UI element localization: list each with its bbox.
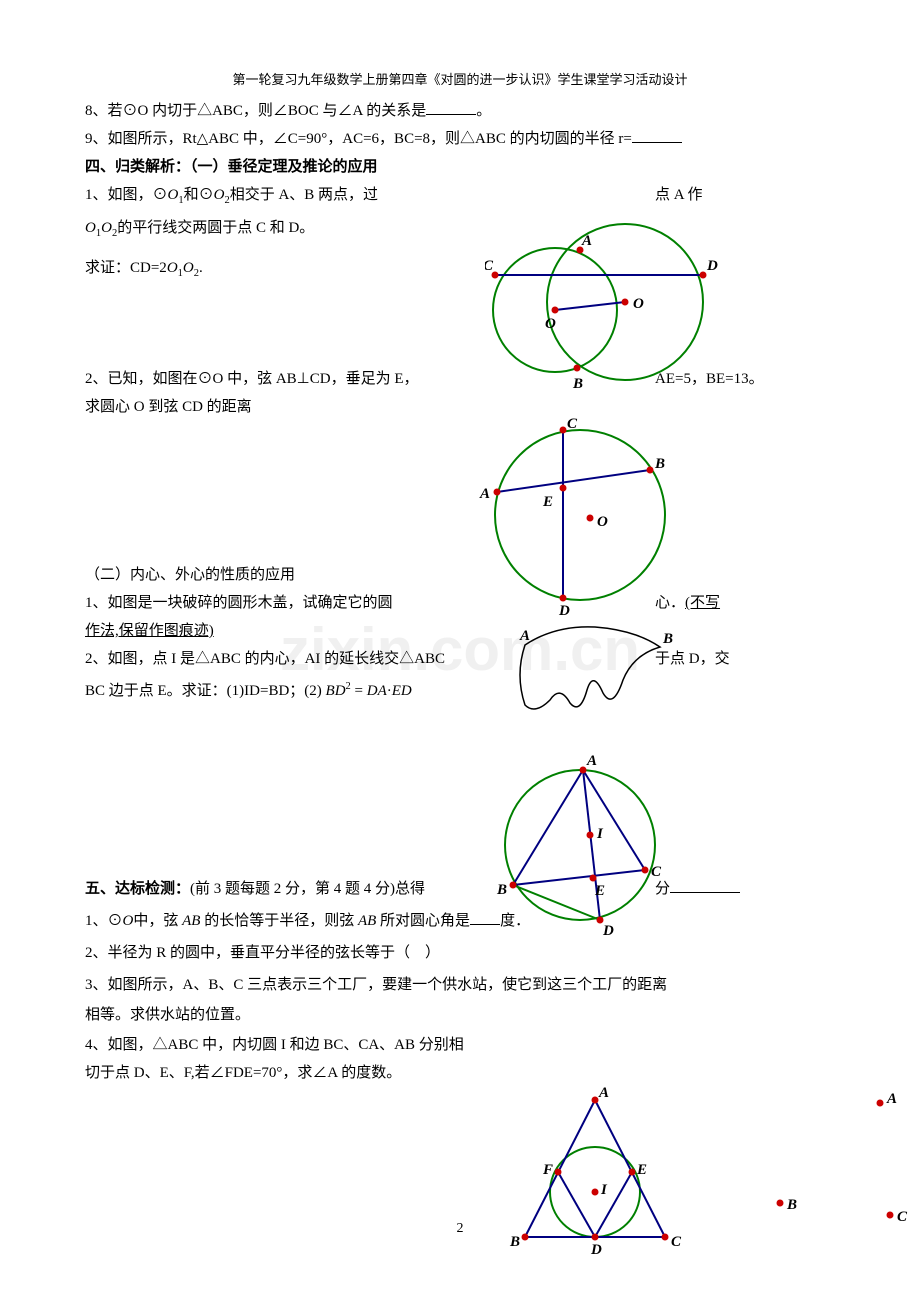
- blank: [470, 910, 500, 925]
- txt: 求证：CD=2: [85, 260, 167, 276]
- svg-text:A: A: [581, 233, 592, 249]
- q8-text: 8、若⊙O 内切于△ABC，则∠BOC 与∠A 的关系是: [85, 103, 426, 119]
- s5-1: 1、⊙O中，弦 AB 的长恰等于半径，则弦 AB 所对圆心角是 度．: [85, 909, 835, 933]
- svg-text:C: C: [671, 1234, 682, 1250]
- svg-text:A: A: [886, 1091, 897, 1107]
- sub2-title: （二）内心、外心的性质的应用: [85, 563, 835, 587]
- txt: ED: [392, 683, 412, 699]
- svg-text:B: B: [662, 631, 673, 647]
- txt: .: [199, 260, 203, 276]
- svg-text:F: F: [542, 1162, 553, 1178]
- s5-2: 2、半径为 R 的圆中，垂直平分半径的弦长等于（ ）: [85, 941, 835, 965]
- question-9: 9、如图所示，Rt△ABC 中，∠C=90°，AC=6，BC=8，则△ABC 的…: [85, 127, 835, 151]
- sub2-2-line2: BC 边于点 E。求证：(1)ID=BD；(2) BD2 = DA·ED: [85, 679, 835, 703]
- svg-text:B: B: [509, 1234, 520, 1250]
- blank: [632, 128, 682, 143]
- txt: O: [214, 187, 225, 203]
- svg-text:C: C: [567, 416, 578, 432]
- s4-1-line1: 1、如图，⊙O1和⊙O2相交于 A、B 两点，过 点 A 作: [85, 183, 835, 210]
- txt: 所对圆心角是: [380, 913, 470, 929]
- figure-6: A B C: [725, 1085, 920, 1248]
- txt: 度．: [500, 913, 530, 929]
- figure-5: A B C D E F I: [505, 1082, 690, 1270]
- txt: AB: [354, 913, 380, 929]
- svg-text:E: E: [542, 494, 553, 510]
- svg-text:C: C: [897, 1209, 908, 1225]
- txt: 1、⊙: [85, 913, 123, 929]
- q9-text: 9、如图所示，Rt△ABC 中，∠C=90°，AC=6，BC=8，则△ABC 的…: [85, 131, 632, 147]
- txt: O: [101, 220, 112, 236]
- txt: O: [168, 187, 179, 203]
- section-5-title: 五、达标检测：(前 3 题每题 2 分，第 4 题 4 分)总得 分: [85, 877, 835, 901]
- txt: 五、达标检测：: [85, 881, 190, 897]
- txt: O: [183, 260, 194, 276]
- txt: 1、如图，⊙: [85, 187, 168, 203]
- sub2-1: 1、如图是一块破碎的圆形木盖，试确定它的圆 心．(不写: [85, 591, 835, 615]
- txt: 的平行线交两圆于点 C 和 D。: [117, 220, 314, 236]
- txt: O: [167, 260, 178, 276]
- page-number: 2: [457, 1218, 464, 1240]
- svg-text:O: O: [597, 514, 608, 530]
- txt: AB: [178, 913, 204, 929]
- s5-3b: 相等。求供水站的位置。: [85, 1003, 835, 1027]
- svg-text:A: A: [586, 753, 597, 769]
- s5-4b: 切于点 D、E、F,若∠FDE=70°，求∠A 的度数。: [85, 1061, 835, 1085]
- blank: [426, 100, 476, 115]
- txt: 点 A 作: [655, 183, 703, 207]
- svg-text:A: A: [479, 486, 490, 502]
- txt: 分: [655, 881, 670, 897]
- txt: O: [85, 220, 96, 236]
- svg-text:E: E: [636, 1162, 647, 1178]
- svg-text:B: B: [786, 1197, 797, 1213]
- txt: 中，弦: [133, 913, 178, 929]
- txt: BC 边于点 E。求证：(1)ID=BD；(2): [85, 683, 326, 699]
- txt: 2、已知，如图在⊙O 中，弦 AB⊥CD，垂足为 E，: [85, 371, 419, 387]
- sub2-2-line1: 2、如图，点 I 是△ABC 的内心，AI 的延长线交△ABC 于点 D，交: [85, 647, 835, 671]
- txt: (前 3 题每题 2 分，第 4 题 4 分)总得: [190, 881, 425, 897]
- s5-4a: 4、如图，△ABC 中，内切圆 I 和边 BC、CA、AB 分别相: [85, 1033, 835, 1057]
- svg-text:B: B: [654, 456, 665, 472]
- txt: 于点 D，交: [655, 647, 730, 671]
- svg-text:A: A: [519, 628, 530, 644]
- txt: 和⊙: [184, 187, 214, 203]
- svg-text:D: D: [590, 1242, 602, 1258]
- svg-text:I: I: [596, 826, 604, 842]
- svg-text:A: A: [598, 1085, 609, 1101]
- s4-2-line2: 求圆心 O 到弦 CD 的距离: [85, 395, 835, 419]
- txt: 的长恰等于半径，则弦: [204, 913, 354, 929]
- txt: 心．: [655, 595, 685, 611]
- txt: BD: [326, 683, 346, 699]
- txt: =: [351, 683, 367, 699]
- txt: DA: [367, 683, 387, 699]
- txt: O: [123, 913, 134, 929]
- page-header: 第一轮复习九年级数学上册第四章《对圆的进一步认识》学生课堂学习活动设计: [85, 70, 835, 91]
- figure-3: AB: [505, 615, 685, 733]
- blank: [670, 878, 740, 893]
- txt: 2、如图，点 I 是△ABC 的内心，AI 的延长线交△ABC: [85, 651, 445, 667]
- svg-text:D: D: [706, 258, 718, 274]
- txt: 1、如图是一块破碎的圆形木盖，试确定它的圆: [85, 595, 393, 611]
- svg-text:O: O: [633, 296, 644, 312]
- s4-2-line1: 2、已知，如图在⊙O 中，弦 AB⊥CD，垂足为 E， AE=5，BE=13。: [85, 367, 835, 391]
- txt: 相交于 A、B 两点，过: [230, 187, 378, 203]
- question-8: 8、若⊙O 内切于△ABC，则∠BOC 与∠A 的关系是 。: [85, 99, 835, 123]
- txt: (不写: [685, 595, 720, 611]
- sub2-1-u2: 作法,保留作图痕迹): [85, 619, 835, 643]
- q8-end: 。: [476, 103, 491, 119]
- section-4-title: 四、归类解析：（一）垂径定理及推论的应用: [85, 155, 835, 179]
- svg-text:I: I: [600, 1182, 608, 1198]
- svg-text:O: O: [545, 316, 556, 332]
- txt: AE=5，BE=13。: [655, 367, 764, 391]
- svg-text:C: C: [485, 258, 494, 274]
- s5-3a: 3、如图所示，A、B、C 三点表示三个工厂，要建一个供水站，使它到这三个工厂的距…: [85, 973, 835, 997]
